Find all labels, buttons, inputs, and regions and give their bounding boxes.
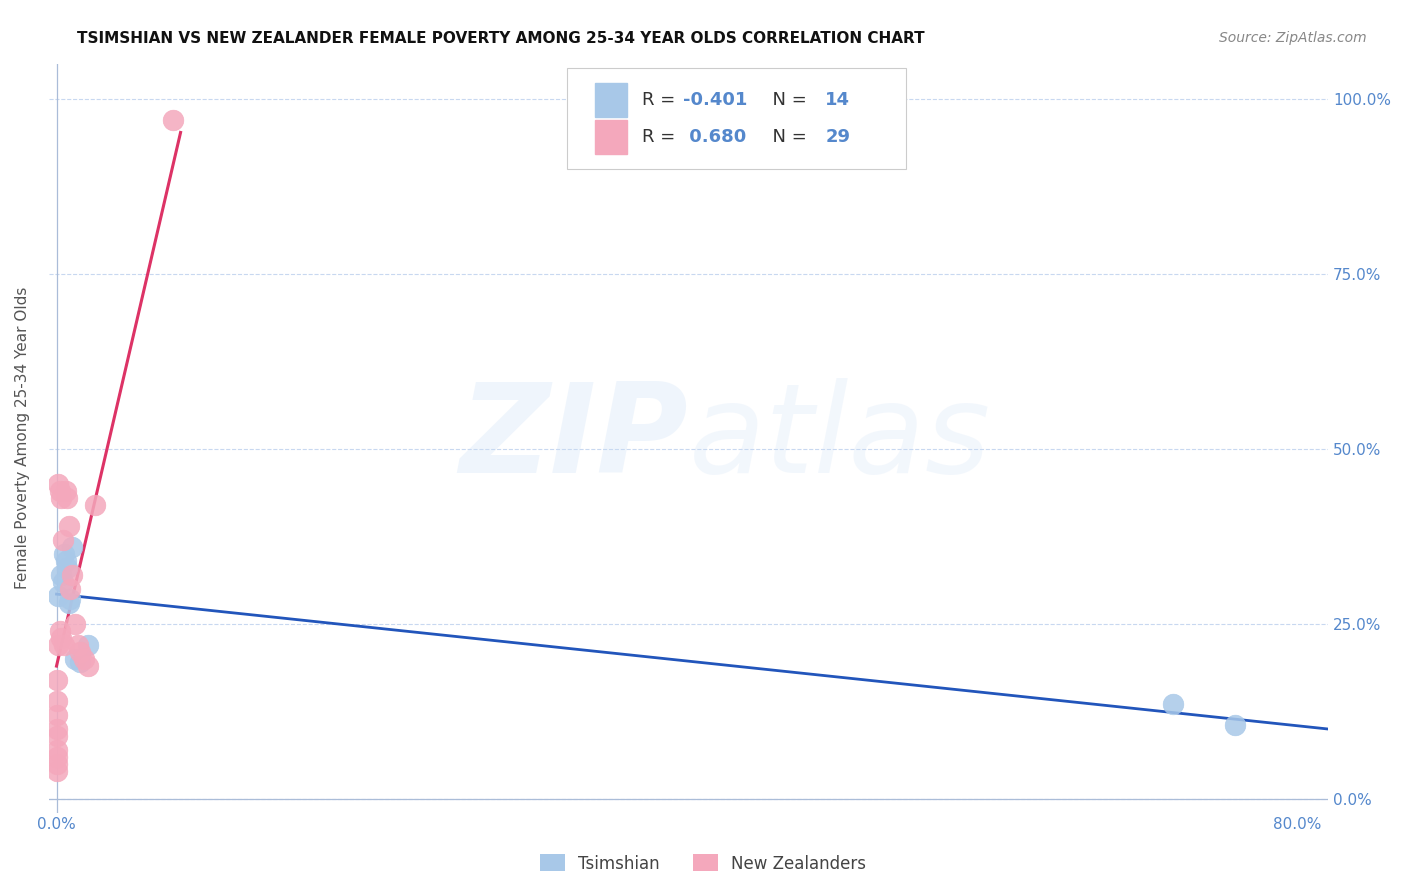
Legend: Tsimshian, New Zealanders: Tsimshian, New Zealanders [533,847,873,880]
Point [45,693,67,707]
Point [52,533,75,547]
Point [45,707,67,722]
Point [46,589,69,603]
Point [45,764,67,778]
Point [46,476,69,491]
Point [63,616,86,631]
Point [55,483,77,498]
Point [76,658,98,673]
Point [56,491,79,505]
Point [53,638,76,652]
Text: 29: 29 [825,128,851,145]
Text: 0.680: 0.680 [683,128,747,145]
Point [60,567,83,582]
Point [49,567,72,582]
Point [84,498,107,512]
Point [1161,697,1184,711]
Point [69,655,91,669]
Bar [595,120,627,153]
Text: 14: 14 [825,91,851,109]
Point [45,742,67,756]
Text: R =: R = [643,91,682,109]
Text: N =: N = [762,128,813,145]
Point [58,596,80,610]
Point [76,638,98,652]
Point [63,651,86,665]
Point [45,722,67,736]
Bar [595,83,627,117]
Point [162,113,184,128]
Text: R =: R = [643,128,682,145]
Y-axis label: Female Poverty Among 25-34 Year Olds: Female Poverty Among 25-34 Year Olds [15,287,30,590]
Point [53,547,76,561]
Point [69,645,91,659]
Point [52,574,75,589]
Point [48,624,70,638]
Point [49,491,72,505]
Text: Source: ZipAtlas.com: Source: ZipAtlas.com [1219,31,1367,45]
Point [1223,718,1246,732]
Point [58,518,80,533]
Point [45,729,67,743]
Point [56,560,79,574]
Point [59,592,82,607]
Point [45,749,67,764]
FancyBboxPatch shape [567,68,905,169]
Point [60,540,83,554]
Point [45,673,67,687]
Text: N =: N = [762,91,813,109]
Text: atlas: atlas [689,378,991,499]
Point [48,483,70,498]
Text: ZIP: ZIP [460,378,689,499]
Point [73,651,96,665]
Point [46,638,69,652]
Point [59,582,82,596]
Point [49,631,72,645]
Text: TSIMSHIAN VS NEW ZEALANDER FEMALE POVERTY AMONG 25-34 YEAR OLDS CORRELATION CHAR: TSIMSHIAN VS NEW ZEALANDER FEMALE POVERT… [77,31,925,46]
Text: -0.401: -0.401 [683,91,748,109]
Point [67,638,90,652]
Point [45,756,67,771]
Point [55,554,77,568]
